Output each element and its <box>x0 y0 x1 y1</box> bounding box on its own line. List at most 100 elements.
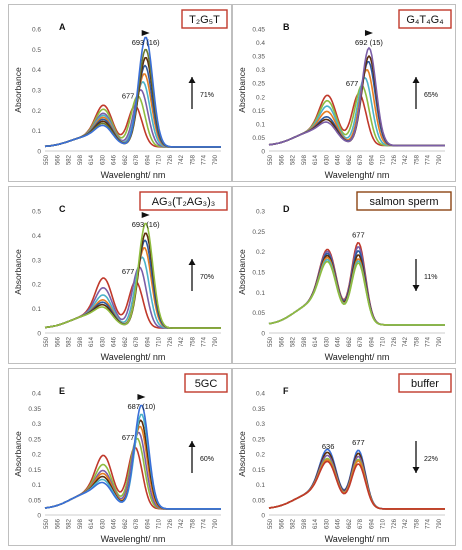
x-tick-label: 742 <box>403 518 409 529</box>
x-tick-label: 550 <box>268 518 274 529</box>
y-tick-label: 0.3 <box>256 421 265 428</box>
x-tick-label: 662 <box>347 518 353 529</box>
x-axis-label: Wavelenght/ nm <box>325 170 390 180</box>
y-tick-label: 0.3 <box>32 257 41 264</box>
x-tick-label: 726 <box>392 336 398 347</box>
x-tick-label: 566 <box>279 518 285 529</box>
spectrum-line <box>44 404 221 510</box>
x-tick-label: 758 <box>190 336 196 347</box>
y-axis-label: Absorbance <box>13 249 23 295</box>
x-tick-label: 758 <box>190 154 196 165</box>
spectrum-line <box>268 258 445 326</box>
y-tick-label: 0.1 <box>256 290 265 297</box>
y-tick-label: 0 <box>261 149 265 156</box>
panel-e: 0 0.05 0.1 0.15 0.2 0.25 0.3 0.35 0.4 550 566 582 59… <box>8 368 232 546</box>
x-tick-label: 678 <box>134 518 140 529</box>
x-tick-label: 582 <box>291 518 297 529</box>
shift-direction-arrow-icon <box>141 30 150 36</box>
y-tick-label: 0.4 <box>256 40 265 47</box>
x-tick-label: 614 <box>313 154 319 165</box>
panel-letter: A <box>59 22 66 32</box>
shift-direction-arrow-icon <box>141 212 150 218</box>
x-tick-label: 774 <box>202 336 208 347</box>
x-tick-label: 662 <box>123 154 129 165</box>
spectrum-line <box>268 454 445 510</box>
y-tick-label: 0.1 <box>32 128 41 135</box>
sample-label-box <box>181 9 228 29</box>
chart-svg: 0 0.05 0.1 0.15 0.2 0.25 0.3 0.35 0.4 0.45 550 566 5… <box>237 9 452 180</box>
peak-annotation: 677 <box>346 79 359 88</box>
y-axis-label: Absorbance <box>237 67 247 113</box>
y-axis-label: Absorbance <box>13 67 23 113</box>
x-tick-label: 678 <box>358 154 364 165</box>
x-tick-label: 678 <box>358 518 364 529</box>
shifted-peak-annotation: 693 (16) <box>132 38 160 47</box>
x-tick-label: 790 <box>437 154 443 165</box>
x-tick-label: 582 <box>67 336 73 347</box>
y-tick-label: 0.3 <box>256 209 265 216</box>
x-tick-label: 758 <box>414 518 420 529</box>
x-tick-label: 582 <box>67 518 73 529</box>
y-tick-label: 0.2 <box>256 94 265 101</box>
x-tick-label: 566 <box>279 336 285 347</box>
x-tick-label: 646 <box>112 518 118 529</box>
x-tick-label: 710 <box>157 336 163 347</box>
chart-svg: 0 0.1 0.2 0.3 0.4 0.5 550 566 582 598 614 630 646 662… <box>13 191 228 362</box>
shifted-peak-annotation: 687 (10) <box>127 402 155 411</box>
y-tick-label: 0.35 <box>28 406 41 413</box>
x-tick-label: 790 <box>213 336 219 347</box>
y-tick-label: 0.3 <box>256 67 265 74</box>
x-tick-label: 566 <box>279 154 285 165</box>
y-tick-label: 0.1 <box>32 482 41 489</box>
x-tick-label: 662 <box>347 336 353 347</box>
x-tick-label: 630 <box>324 336 330 347</box>
sample-label: salmon sperm <box>369 196 438 208</box>
spectrum-line <box>268 460 445 510</box>
x-tick-label: 598 <box>78 336 84 347</box>
y-tick-label: 0.2 <box>32 452 41 459</box>
chart-svg: 0 0.05 0.1 0.15 0.2 0.25 0.3 0.35 0.4 550 566 582 59… <box>13 373 228 544</box>
x-tick-label: 790 <box>213 518 219 529</box>
spectrum-line <box>268 256 445 326</box>
x-tick-label: 582 <box>67 154 73 165</box>
spectrum-line <box>44 56 221 148</box>
x-tick-label: 614 <box>313 518 319 529</box>
x-tick-label: 614 <box>313 336 319 347</box>
y-tick-label: 0.15 <box>252 108 265 115</box>
x-tick-label: 582 <box>291 154 297 165</box>
x-tick-label: 630 <box>324 518 330 529</box>
chart-svg: 0 0.05 0.1 0.15 0.2 0.25 0.3 0.35 0.4 550 566 582 59… <box>237 373 452 544</box>
x-tick-label: 758 <box>414 154 420 165</box>
y-tick-label: 0.05 <box>28 497 41 504</box>
y-tick-label: 0.25 <box>252 81 265 88</box>
arrow-up-icon <box>188 77 196 83</box>
x-tick-label: 630 <box>324 154 330 165</box>
x-tick-label: 774 <box>426 336 432 347</box>
percent-change-label: 11% <box>424 274 438 281</box>
panel-letter: C <box>59 204 66 214</box>
peak-annotation: 677 <box>352 438 365 447</box>
x-tick-label: 710 <box>381 336 387 347</box>
x-tick-label: 598 <box>302 154 308 165</box>
y-tick-label: 0.5 <box>32 209 41 216</box>
x-tick-label: 742 <box>179 336 185 347</box>
sample-label-box <box>139 191 228 211</box>
x-tick-label: 614 <box>89 336 95 347</box>
sample-label-box <box>184 373 228 393</box>
y-tick-label: 0.25 <box>252 436 265 443</box>
x-tick-label: 790 <box>213 154 219 165</box>
chart-svg: 0 0.1 0.2 0.3 0.4 0.5 0.6 550 566 582 598 614 630 646… <box>13 9 228 180</box>
arrow-up-icon <box>188 441 196 447</box>
x-tick-label: 758 <box>190 518 196 529</box>
y-tick-label: 0 <box>261 513 265 520</box>
y-tick-label: 0.35 <box>252 54 265 61</box>
y-tick-label: 0.6 <box>32 27 41 34</box>
spectrum-line <box>268 260 445 326</box>
percent-change-label: 60% <box>200 456 214 463</box>
y-tick-label: 0 <box>261 331 265 338</box>
x-axis-label: Wavelenght/ nm <box>101 352 166 362</box>
y-tick-label: 0.4 <box>256 391 265 398</box>
panel-letter: B <box>283 22 290 32</box>
y-axis-label: Absorbance <box>237 249 247 295</box>
